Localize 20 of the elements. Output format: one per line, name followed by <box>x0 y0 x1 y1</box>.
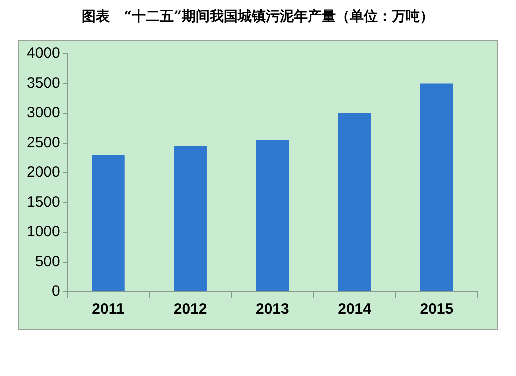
x-tick-label: 2015 <box>420 301 454 318</box>
y-tick-label: 4000 <box>26 45 60 62</box>
bar <box>256 140 290 292</box>
x-tick-label: 2012 <box>174 301 208 318</box>
y-tick-label: 3000 <box>26 104 60 122</box>
y-tick-label: 2500 <box>26 134 60 152</box>
x-tick-label: 2014 <box>338 301 372 318</box>
x-tick-label: 2011 <box>92 301 125 318</box>
y-tick-label: 3500 <box>26 74 60 92</box>
bar <box>92 155 125 292</box>
x-tick-label: 2013 <box>256 301 290 318</box>
y-tick-label: 0 <box>52 283 60 300</box>
y-tick-label: 1500 <box>26 194 60 211</box>
y-tick-label: 2000 <box>26 164 60 182</box>
chart-title: 图表 “十二五”期间我国城镇污泥年产量（单位：万吨） <box>80 8 436 26</box>
y-tick-label: 1000 <box>26 224 60 241</box>
y-tick-label: 500 <box>35 253 60 270</box>
bar <box>174 146 207 292</box>
bar <box>338 114 372 292</box>
bar <box>420 84 454 292</box>
